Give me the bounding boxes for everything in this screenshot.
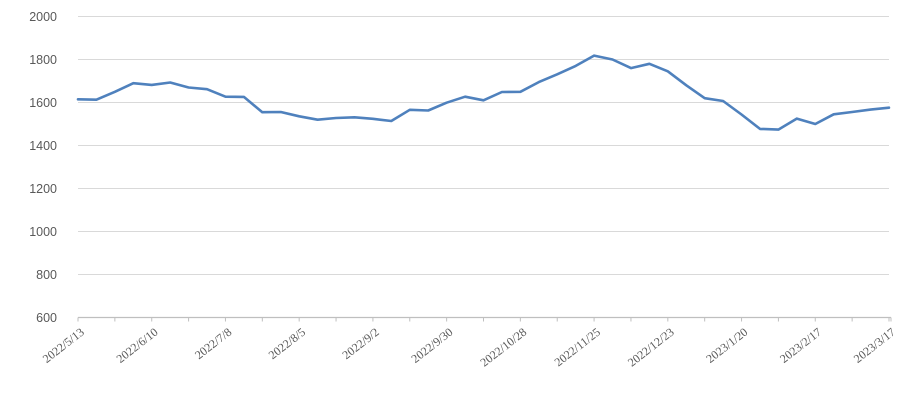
y-axis-label: 2000: [29, 10, 57, 24]
y-axis-label: 1200: [29, 182, 57, 196]
x-axis-label: 2022/6/10: [114, 325, 161, 366]
x-axis-label: 2022/9/30: [409, 325, 456, 366]
y-axis-label: 800: [36, 268, 57, 282]
y-axis-label: 1400: [29, 139, 57, 153]
y-axis-label: 1600: [29, 96, 57, 110]
x-axis-label: 2022/5/13: [40, 325, 87, 366]
x-axis-label: 2023/2/17: [777, 325, 824, 366]
y-axis-label: 1000: [29, 225, 57, 239]
y-axis-label: 600: [36, 311, 57, 325]
x-axis-label: 2022/11/25: [552, 325, 603, 369]
x-axis-label: 2022/12/23: [625, 325, 677, 370]
x-axis-label: 2022/10/28: [478, 325, 530, 370]
x-axis-label: 2022/7/8: [192, 325, 234, 362]
x-axis-label: 2022/9/2: [340, 325, 382, 362]
x-axis-label: 2023/1/20: [703, 325, 750, 366]
data-series-line: [76, 54, 891, 131]
x-axis-label: 2022/8/5: [266, 325, 308, 362]
x-axis-label: 2023/3/17: [851, 325, 898, 366]
y-axis-label: 1800: [29, 53, 57, 67]
